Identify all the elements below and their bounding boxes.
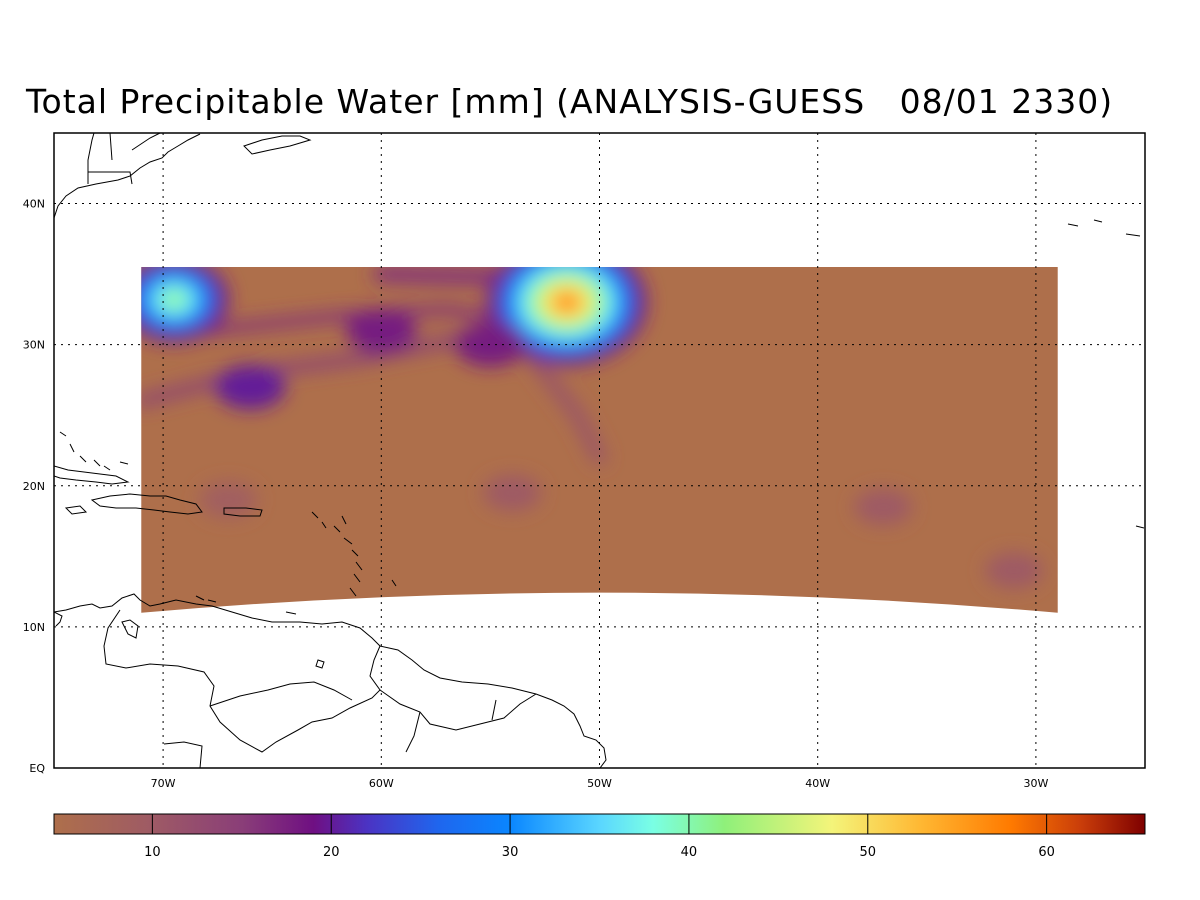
country-border-5 bbox=[491, 699, 497, 721]
lake-maracaibo bbox=[121, 619, 139, 639]
coastlines bbox=[54, 133, 1145, 768]
country-border-1 bbox=[103, 609, 381, 753]
colorbar-tick-label: 50 bbox=[860, 845, 877, 860]
cuba bbox=[54, 465, 130, 485]
latitude-labels: EQ 10N 20N 30N 40N bbox=[23, 198, 46, 775]
north-america-coast bbox=[54, 133, 201, 219]
lon-tick-label: 60W bbox=[369, 777, 394, 790]
south-america-interior bbox=[54, 611, 63, 627]
feature-blob bbox=[199, 481, 258, 518]
gridlines bbox=[54, 133, 1145, 768]
lat-tick-label: 20N bbox=[23, 480, 45, 493]
longitude-labels: 70W 60W 50W 40W 30W bbox=[151, 777, 1049, 790]
data-field bbox=[141, 267, 1058, 613]
lat-tick-label: 30N bbox=[23, 339, 45, 352]
south-america-coast bbox=[54, 593, 607, 768]
colorbar-tick-label: 20 bbox=[323, 845, 340, 860]
colorbar-tick-label: 30 bbox=[502, 845, 519, 860]
lesser-antilles bbox=[311, 511, 397, 597]
moisture-streak bbox=[527, 351, 607, 465]
nova-scotia bbox=[243, 135, 312, 155]
colorbar-tick-label: 40 bbox=[681, 845, 698, 860]
hispaniola bbox=[90, 493, 203, 515]
lon-tick-label: 30W bbox=[1023, 777, 1048, 790]
feature-blob bbox=[985, 552, 1043, 589]
lat-tick-label: 10N bbox=[23, 621, 45, 634]
feature-ring bbox=[557, 295, 576, 310]
colorbar: 10 20 30 40 50 60 bbox=[53, 813, 1146, 860]
field-features bbox=[141, 267, 1043, 589]
new-england-borders bbox=[87, 133, 161, 185]
country-border-4 bbox=[405, 711, 421, 753]
colorbar-tick-label: 60 bbox=[1038, 845, 1055, 860]
colorbar-ticks: 10 20 30 40 50 60 bbox=[144, 814, 1055, 860]
azores bbox=[1067, 219, 1141, 237]
colorbar-tick-label: 10 bbox=[144, 845, 161, 860]
trinidad bbox=[315, 659, 325, 669]
cape-verde bbox=[1135, 525, 1145, 529]
brazil-north bbox=[163, 741, 203, 768]
map-frame bbox=[53, 132, 1146, 769]
jamaica bbox=[64, 505, 88, 515]
feature-blob bbox=[455, 322, 526, 367]
lat-tick-label: 40N bbox=[23, 198, 45, 211]
lon-tick-label: 40W bbox=[805, 777, 830, 790]
colorbar-bar bbox=[53, 813, 1146, 835]
lon-tick-label: 50W bbox=[587, 777, 612, 790]
chart-title: Total Precipitable Water [mm] (ANALYSIS-… bbox=[26, 82, 1114, 121]
lon-tick-label: 70W bbox=[151, 777, 176, 790]
lat-tick-label: EQ bbox=[29, 762, 45, 775]
feature-ring bbox=[164, 292, 184, 307]
feature-blob bbox=[483, 474, 542, 511]
feature-blob bbox=[215, 365, 286, 409]
country-border-2 bbox=[209, 681, 353, 707]
feature-blob bbox=[854, 488, 912, 525]
puerto-rico bbox=[223, 507, 263, 517]
bahamas bbox=[59, 431, 129, 471]
country-border-3 bbox=[379, 689, 537, 731]
small-islands bbox=[195, 595, 297, 615]
